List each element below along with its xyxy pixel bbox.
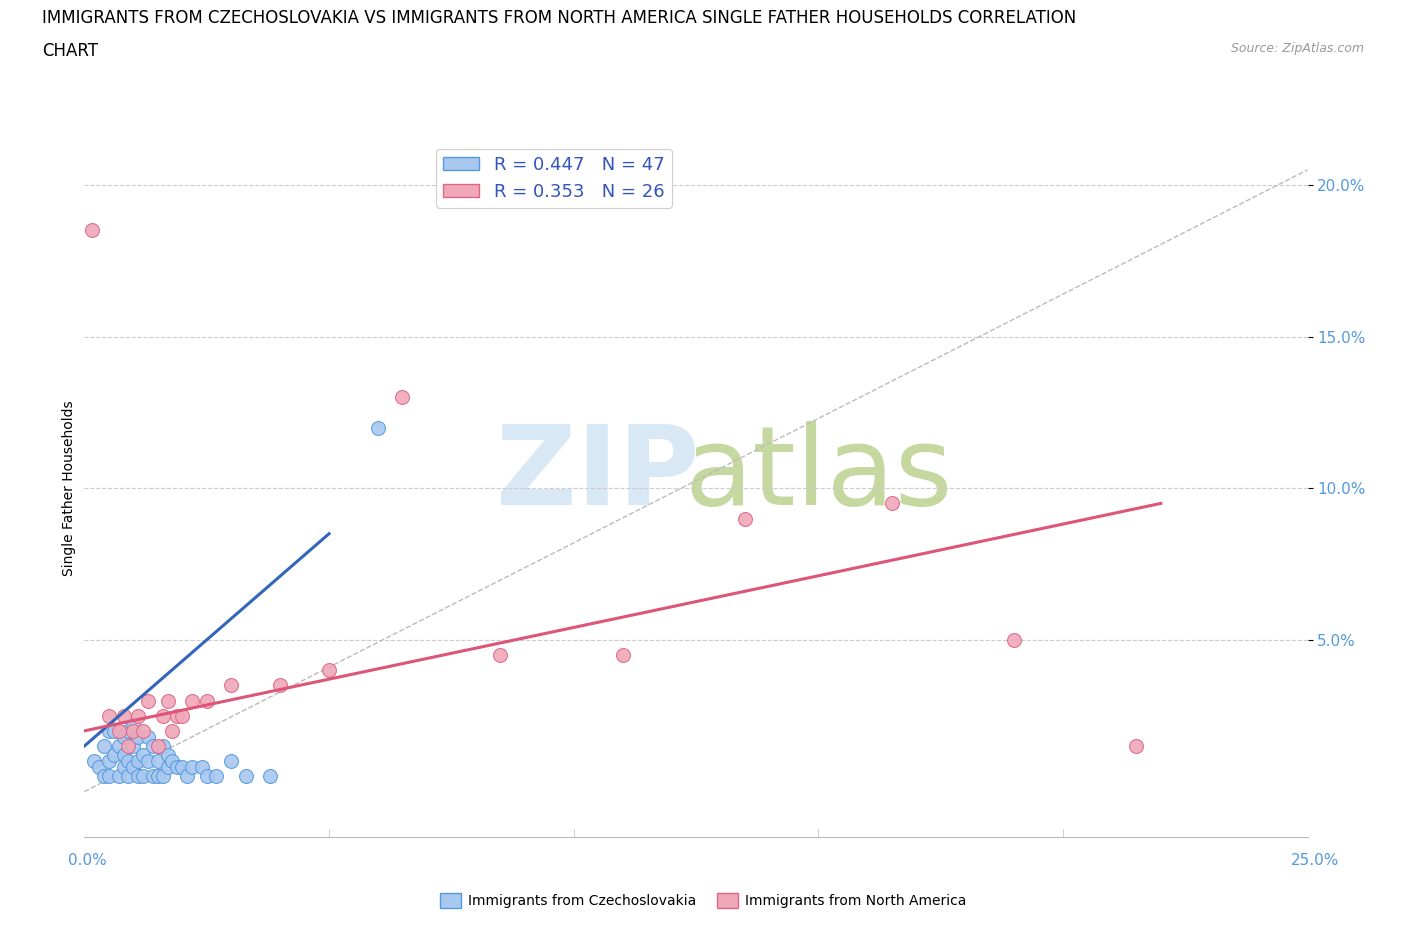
- Text: 25.0%: 25.0%: [1291, 853, 1339, 868]
- Point: [172, 709, 194, 724]
- Point: [489, 647, 512, 662]
- Point: [112, 748, 135, 763]
- Point: [132, 769, 155, 784]
- Point: [112, 760, 135, 775]
- Point: [259, 769, 281, 784]
- Point: [132, 724, 155, 738]
- Point: [127, 729, 149, 744]
- Point: [136, 753, 159, 768]
- Point: [612, 647, 634, 662]
- Point: [107, 769, 129, 784]
- Point: [166, 709, 188, 724]
- Point: [146, 738, 169, 753]
- Point: [122, 724, 145, 738]
- Point: [146, 753, 169, 768]
- Point: [80, 223, 103, 238]
- Point: [97, 753, 120, 768]
- Point: [269, 678, 291, 693]
- Point: [181, 693, 204, 708]
- Point: [117, 753, 139, 768]
- Point: [235, 769, 257, 784]
- Point: [166, 760, 188, 775]
- Legend: Immigrants from Czechoslovakia, Immigrants from North America: Immigrants from Czechoslovakia, Immigran…: [434, 888, 972, 914]
- Point: [136, 729, 159, 744]
- Point: [152, 769, 174, 784]
- Point: [195, 693, 218, 708]
- Point: [117, 724, 139, 738]
- Point: [172, 760, 194, 775]
- Point: [127, 709, 149, 724]
- Point: [122, 760, 145, 775]
- Point: [205, 769, 228, 784]
- Point: [112, 729, 135, 744]
- Point: [107, 724, 129, 738]
- Point: [122, 738, 145, 753]
- Point: [391, 390, 413, 405]
- Point: [191, 760, 214, 775]
- Point: [97, 769, 120, 784]
- Text: Source: ZipAtlas.com: Source: ZipAtlas.com: [1230, 42, 1364, 55]
- Y-axis label: Single Father Households: Single Father Households: [62, 401, 76, 576]
- Point: [880, 496, 903, 511]
- Point: [132, 748, 155, 763]
- Point: [152, 709, 174, 724]
- Point: [83, 753, 105, 768]
- Point: [162, 753, 184, 768]
- Text: ZIP: ZIP: [496, 420, 700, 528]
- Point: [87, 760, 110, 775]
- Point: [195, 769, 218, 784]
- Point: [136, 693, 159, 708]
- Point: [122, 717, 145, 732]
- Point: [107, 738, 129, 753]
- Point: [103, 724, 125, 738]
- Point: [1002, 632, 1025, 647]
- Point: [176, 769, 198, 784]
- Point: [112, 709, 135, 724]
- Point: [127, 753, 149, 768]
- Point: [162, 724, 184, 738]
- Point: [127, 769, 149, 784]
- Point: [97, 724, 120, 738]
- Legend: R = 0.447   N = 47, R = 0.353   N = 26: R = 0.447 N = 47, R = 0.353 N = 26: [436, 149, 672, 208]
- Point: [219, 753, 242, 768]
- Point: [367, 420, 389, 435]
- Point: [93, 738, 115, 753]
- Point: [318, 663, 340, 678]
- Point: [181, 760, 204, 775]
- Point: [93, 769, 115, 784]
- Point: [219, 678, 242, 693]
- Point: [152, 738, 174, 753]
- Point: [142, 738, 165, 753]
- Point: [142, 769, 165, 784]
- Point: [156, 748, 179, 763]
- Point: [97, 709, 120, 724]
- Point: [734, 512, 756, 526]
- Text: atlas: atlas: [685, 420, 952, 528]
- Point: [156, 760, 179, 775]
- Text: CHART: CHART: [42, 42, 98, 60]
- Point: [156, 693, 179, 708]
- Point: [117, 769, 139, 784]
- Text: 0.0%: 0.0%: [67, 853, 107, 868]
- Point: [117, 738, 139, 753]
- Point: [103, 748, 125, 763]
- Point: [1125, 738, 1147, 753]
- Point: [146, 769, 169, 784]
- Text: IMMIGRANTS FROM CZECHOSLOVAKIA VS IMMIGRANTS FROM NORTH AMERICA SINGLE FATHER HO: IMMIGRANTS FROM CZECHOSLOVAKIA VS IMMIGR…: [42, 9, 1077, 27]
